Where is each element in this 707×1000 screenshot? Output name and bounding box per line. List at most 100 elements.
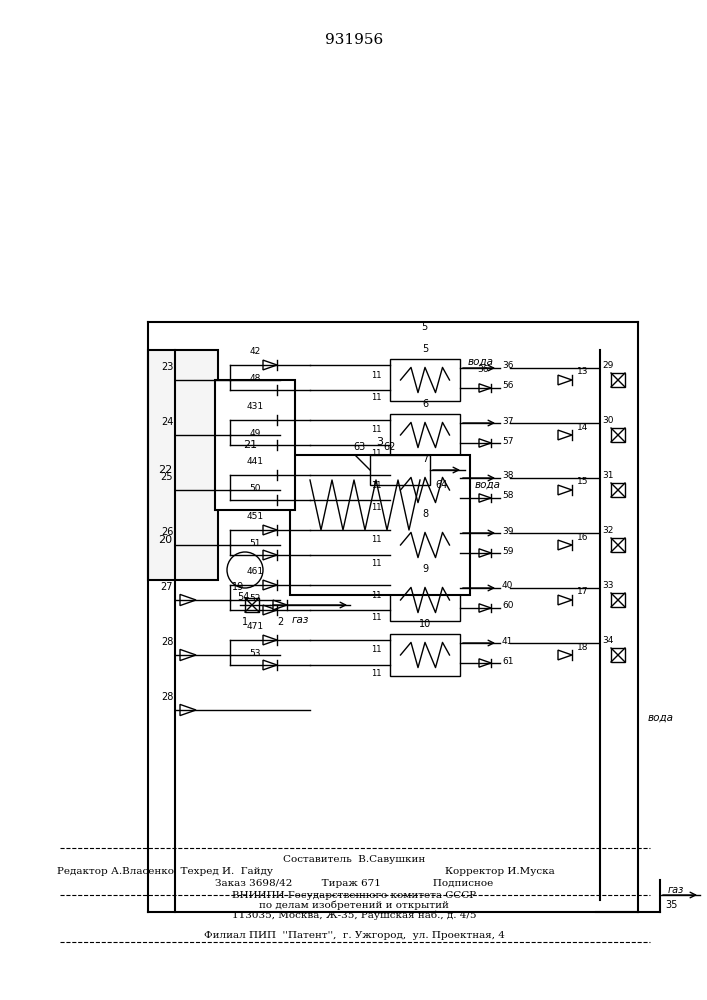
Text: 19: 19 <box>232 582 244 592</box>
Polygon shape <box>263 525 277 535</box>
Text: 41: 41 <box>502 637 513 646</box>
Polygon shape <box>273 600 287 610</box>
Text: 2: 2 <box>277 617 283 627</box>
Text: 38: 38 <box>502 472 513 481</box>
Text: 53: 53 <box>250 649 261 658</box>
Text: 32: 32 <box>602 526 614 535</box>
Text: 11: 11 <box>371 558 382 568</box>
Text: Филиал ПИП  ''Патент'',  г. Ужгород,  ул. Проектная, 4: Филиал ПИП ''Патент'', г. Ужгород, ул. П… <box>204 930 504 940</box>
Polygon shape <box>180 484 196 496</box>
Bar <box>611 483 625 497</box>
Polygon shape <box>558 485 572 495</box>
Polygon shape <box>263 605 277 615</box>
Text: 37: 37 <box>502 416 513 426</box>
Bar <box>390 634 460 676</box>
Text: 11: 11 <box>371 426 382 434</box>
Bar <box>390 359 460 401</box>
Text: 59: 59 <box>502 546 513 556</box>
Bar <box>611 428 625 442</box>
Text: 11: 11 <box>371 370 382 379</box>
Text: 62: 62 <box>384 442 396 452</box>
Text: 10: 10 <box>419 619 431 629</box>
Text: 11: 11 <box>371 448 382 458</box>
Text: 28: 28 <box>160 692 173 702</box>
Polygon shape <box>263 660 277 670</box>
Text: Составитель  В.Савушкин: Составитель В.Савушкин <box>283 856 425 864</box>
Text: 11: 11 <box>371 668 382 678</box>
Text: 25: 25 <box>160 472 173 482</box>
Text: 54: 54 <box>237 592 249 602</box>
Text: 63: 63 <box>354 442 366 452</box>
Text: 11: 11 <box>371 393 382 402</box>
Text: Редактор А.Власенко  Техред И.  Гайду: Редактор А.Власенко Техред И. Гайду <box>57 866 273 876</box>
Text: 29: 29 <box>602 361 614 370</box>
Text: 42: 42 <box>250 347 261 356</box>
Text: 33: 33 <box>602 581 614 590</box>
Bar <box>611 373 625 387</box>
Text: газ: газ <box>291 615 309 625</box>
Text: 35: 35 <box>665 900 677 910</box>
Text: 36: 36 <box>477 365 489 374</box>
Bar <box>215 380 295 510</box>
Text: 20: 20 <box>158 535 172 545</box>
Bar <box>390 579 460 621</box>
Text: 34: 34 <box>602 636 614 645</box>
Bar <box>148 322 638 912</box>
Text: 48: 48 <box>250 374 261 383</box>
Polygon shape <box>263 385 277 395</box>
Polygon shape <box>180 649 196 661</box>
Polygon shape <box>558 540 572 550</box>
Polygon shape <box>263 415 277 425</box>
Polygon shape <box>479 494 491 502</box>
Text: 11: 11 <box>371 481 382 489</box>
Text: 6: 6 <box>422 399 428 409</box>
Text: 11: 11 <box>371 590 382 599</box>
Polygon shape <box>263 495 277 505</box>
Polygon shape <box>479 604 491 612</box>
Polygon shape <box>558 375 572 385</box>
Text: 471: 471 <box>247 622 264 631</box>
Text: 3: 3 <box>377 437 383 447</box>
Bar <box>611 593 625 607</box>
Text: 11: 11 <box>371 646 382 654</box>
Text: 51: 51 <box>250 539 261 548</box>
Bar <box>390 414 460 456</box>
Text: Корректор И.Муска: Корректор И.Муска <box>445 866 555 876</box>
Text: 49: 49 <box>250 429 261 438</box>
Text: по делам изобретений и открытий: по делам изобретений и открытий <box>259 900 449 910</box>
Bar <box>390 524 460 566</box>
Text: 11: 11 <box>371 504 382 512</box>
Bar <box>148 350 218 580</box>
Text: газ: газ <box>668 885 684 895</box>
Text: ВНИИПИ Государственного комитета СССР: ВНИИПИ Государственного комитета СССР <box>232 890 476 900</box>
Bar <box>611 648 625 662</box>
Text: вода: вода <box>468 357 494 367</box>
Text: 931956: 931956 <box>325 33 383 47</box>
Text: вода: вода <box>648 713 674 723</box>
Bar <box>611 538 625 552</box>
Text: 18: 18 <box>577 643 588 652</box>
Text: 11: 11 <box>371 536 382 544</box>
Text: 113035, Москва, Ж-35, Раушская наб., д. 4/5: 113035, Москва, Ж-35, Раушская наб., д. … <box>232 910 477 920</box>
Text: Заказ 3698/42         Тираж 671                Подписное: Заказ 3698/42 Тираж 671 Подписное <box>215 880 493 888</box>
Text: 56: 56 <box>502 381 513 390</box>
Text: 1: 1 <box>242 617 248 627</box>
Text: 22: 22 <box>158 465 172 475</box>
Polygon shape <box>180 704 196 716</box>
Polygon shape <box>263 635 277 645</box>
Polygon shape <box>558 595 572 605</box>
Text: 27: 27 <box>160 582 173 592</box>
Polygon shape <box>263 470 277 480</box>
Polygon shape <box>479 549 491 557</box>
Text: 28: 28 <box>160 637 173 647</box>
Polygon shape <box>479 659 491 667</box>
Text: 17: 17 <box>577 587 588 596</box>
Text: 451: 451 <box>247 512 264 521</box>
Text: 40: 40 <box>502 582 513 590</box>
Text: 30: 30 <box>602 416 614 425</box>
Text: 61: 61 <box>502 656 513 666</box>
Polygon shape <box>180 374 196 386</box>
Text: 15: 15 <box>577 478 588 487</box>
Polygon shape <box>479 439 491 447</box>
Bar <box>245 598 259 612</box>
